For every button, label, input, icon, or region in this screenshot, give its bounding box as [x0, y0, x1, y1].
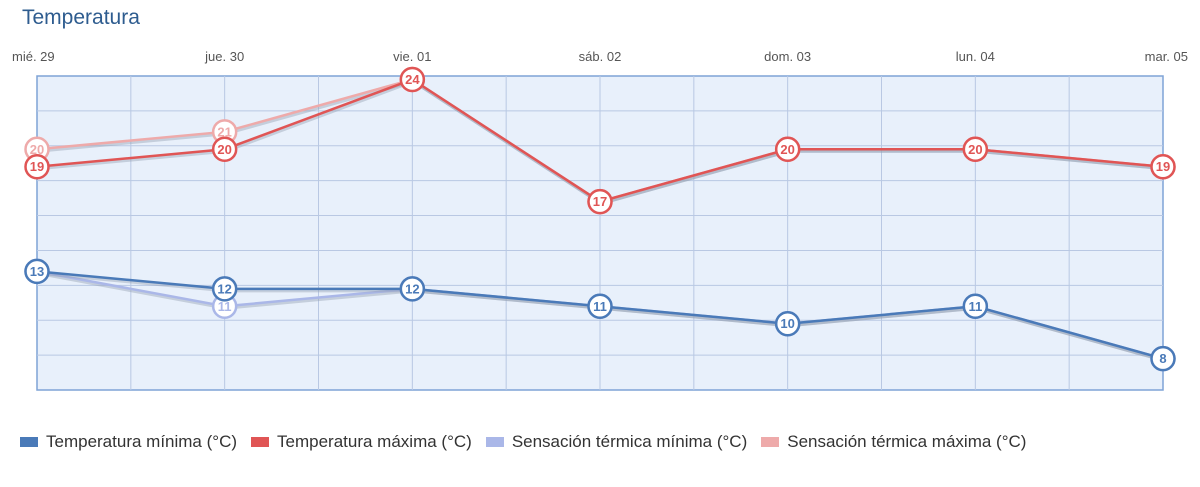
data-label: 20: [217, 142, 231, 157]
data-label: 11: [218, 299, 232, 314]
data-label: 20: [968, 142, 982, 157]
x-tick-label: dom. 03: [764, 49, 811, 64]
data-point: [774, 136, 801, 163]
legend-swatch: [761, 437, 780, 447]
legend-item[interactable]: Sensación térmica máxima (°C): [761, 432, 1026, 452]
data-label: 19: [1156, 159, 1170, 174]
data-point: [962, 293, 989, 320]
legend-label: Temperatura máxima (°C): [277, 432, 472, 451]
data-label: 20: [30, 142, 44, 157]
data-label: 17: [593, 194, 607, 209]
data-point: [399, 66, 426, 93]
data-label: 24: [405, 72, 420, 87]
data-point: [24, 258, 50, 285]
series-2: 19 20 24 17 20 20 19: [24, 66, 1176, 215]
legend-item[interactable]: Temperatura máxima (°C): [251, 432, 472, 452]
data-label: 12: [217, 281, 231, 296]
data-label: 12: [405, 281, 419, 296]
data-point: [211, 136, 238, 163]
data-label: 10: [780, 316, 794, 331]
x-tick-label: mar. 05: [1145, 49, 1188, 64]
data-point: [962, 136, 989, 163]
series-1: 13 12 12 11 10 11 8: [24, 258, 1176, 372]
data-point: [587, 293, 613, 320]
legend-item[interactable]: Temperatura mínima (°C): [20, 432, 237, 452]
temperature-chart: mié. 29 jue. 30 vie. 01 sáb. 02 dom. 03 lun. …: [12, 49, 1188, 391]
legend-label: Temperatura mínima (°C): [46, 432, 238, 451]
legend-swatch: [251, 437, 270, 447]
data-point: [24, 153, 50, 180]
data-point: [1150, 345, 1176, 372]
legend-swatch: [485, 437, 504, 447]
data-label: 8: [1159, 351, 1166, 366]
legend-swatch: [20, 437, 38, 447]
legend-label: Sensación térmica máxima (°C): [787, 432, 1027, 451]
data-point: [399, 276, 426, 302]
data-point: [774, 310, 801, 337]
x-tick-label: lun. 04: [956, 49, 995, 64]
x-tick-label: mié. 29: [12, 49, 55, 64]
data-point: [1150, 153, 1176, 180]
chart-title: Temperatura: [22, 6, 140, 29]
data-label: 11: [968, 299, 982, 314]
legend-label: Sensación térmica mínima (°C): [511, 432, 748, 451]
x-tick-label: sáb. 02: [579, 49, 622, 64]
data-label: 11: [593, 299, 607, 314]
chart-legend: Temperatura mínima (°C) Temperatura máxim…: [20, 432, 1030, 452]
data-label: 13: [30, 264, 44, 279]
x-tick-label: vie. 01: [393, 49, 431, 64]
data-point: [211, 276, 238, 302]
data-label: 21: [217, 124, 231, 139]
legend-item[interactable]: Sensación térmica mínima (°C): [485, 432, 748, 452]
data-label: 20: [780, 142, 794, 157]
x-tick-label: jue. 30: [204, 49, 244, 64]
data-point: [587, 188, 613, 215]
data-label: 19: [30, 159, 44, 174]
